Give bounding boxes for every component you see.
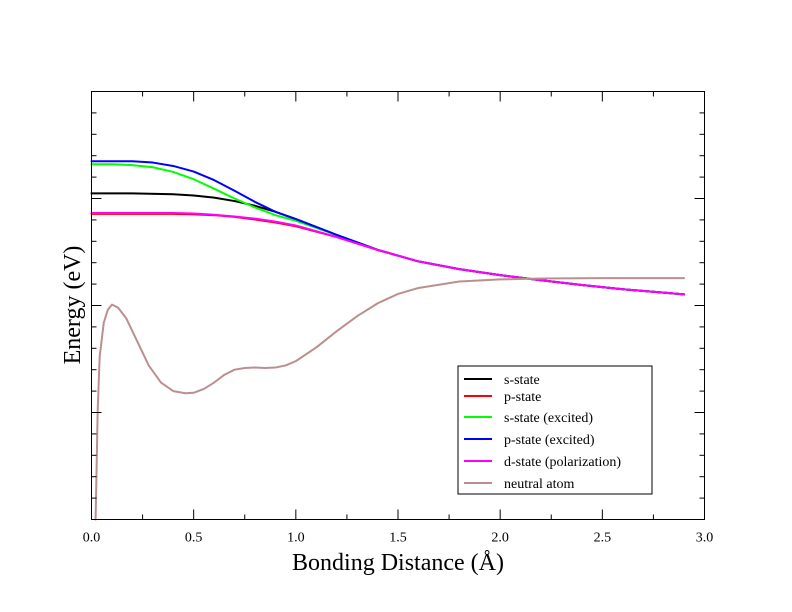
legend-label-0: s-state (504, 373, 540, 388)
series-line-5 (94, 277, 686, 521)
x-tick-label: 1.5 (389, 531, 407, 546)
x-tick-label: 2.5 (594, 531, 612, 546)
plot-series (90, 160, 686, 521)
x-tick-label: 0.0 (83, 531, 101, 546)
legend-label-2: s-state (excited) (504, 411, 593, 426)
x-axis-label: Bonding Distance (Å) (292, 550, 504, 576)
x-tick-label: 2.0 (491, 531, 509, 546)
series-line-4 (90, 212, 686, 296)
legend-entries: s-state p-state s-state (excited) p-state (… (464, 373, 621, 492)
x-tick-label: 3.0 (696, 531, 714, 546)
x-tick-label: 1.0 (287, 531, 305, 546)
legend-label-3: p-state (excited) (504, 433, 595, 448)
x-tick-label: 0.5 (185, 531, 203, 546)
y-axis-label: Energy (eV) (60, 246, 86, 365)
y-axis-ticks (91, 91, 705, 520)
legend-label-4: d-state (polarization) (504, 455, 621, 470)
x-axis-ticks: 0.0 0.5 1.0 1.5 2.0 2.5 3.0 (83, 91, 714, 546)
legend-box (457, 365, 653, 495)
legend-label-5: neutral atom (504, 477, 574, 492)
legend-label-1: p-state (504, 390, 541, 405)
legend: s-state p-state s-state (excited) p-state (… (457, 365, 653, 495)
